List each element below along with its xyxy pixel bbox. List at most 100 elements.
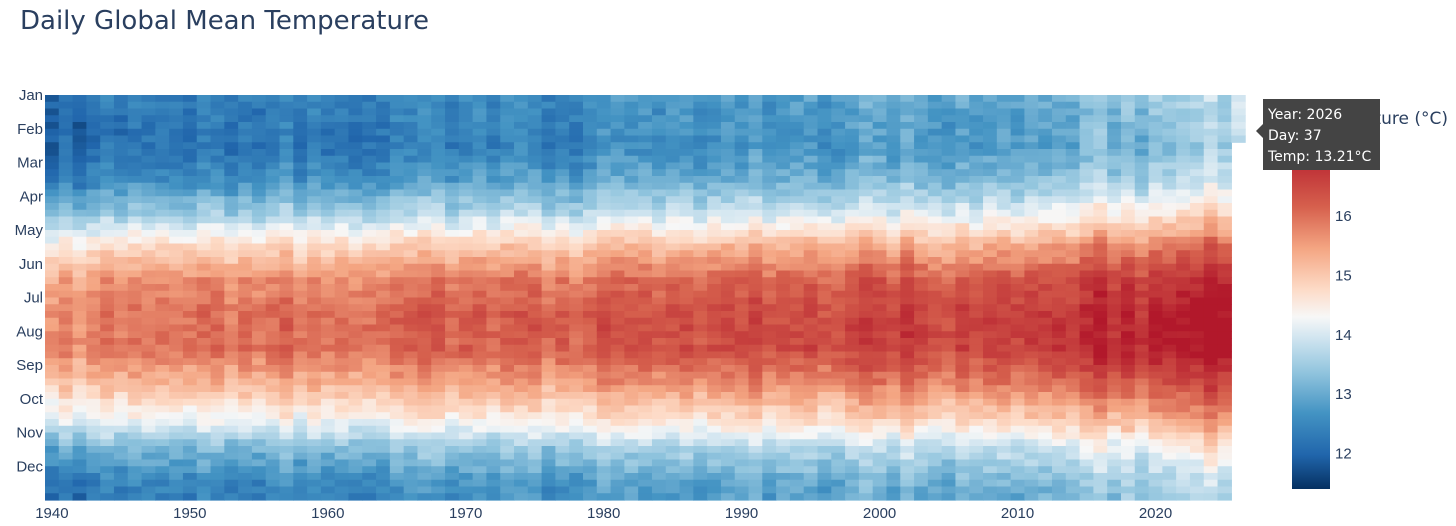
heatmap-cell[interactable] — [872, 230, 888, 238]
heatmap-cell[interactable] — [707, 425, 722, 434]
heatmap-cell[interactable] — [45, 398, 60, 407]
heatmap-cell[interactable] — [113, 338, 129, 346]
heatmap-cell[interactable] — [1148, 371, 1163, 380]
heatmap-cell[interactable] — [1134, 311, 1150, 319]
heatmap-cell[interactable] — [789, 128, 805, 137]
heatmap-cell[interactable] — [1120, 176, 1136, 184]
heatmap-cell[interactable] — [1176, 101, 1191, 110]
heatmap-cell[interactable] — [762, 479, 777, 488]
heatmap-cell[interactable] — [803, 101, 819, 110]
heatmap-cell[interactable] — [251, 439, 267, 447]
heatmap-cell[interactable] — [238, 324, 253, 332]
heatmap-cell[interactable] — [1162, 493, 1177, 501]
heatmap-cell[interactable] — [182, 446, 198, 454]
heatmap-cell[interactable] — [486, 432, 501, 440]
heatmap-cell[interactable] — [707, 466, 722, 474]
heatmap-cell[interactable] — [458, 243, 474, 251]
heatmap-cell[interactable] — [803, 270, 819, 278]
heatmap-cell[interactable] — [486, 324, 501, 332]
heatmap-cell[interactable] — [72, 459, 87, 467]
heatmap-cell[interactable] — [1120, 486, 1136, 494]
heatmap-cell[interactable] — [210, 155, 225, 164]
heatmap-cell[interactable] — [900, 142, 915, 150]
heatmap-cell[interactable] — [431, 331, 446, 339]
heatmap-cell[interactable] — [996, 223, 1012, 231]
heatmap-cell[interactable] — [900, 398, 915, 407]
heatmap-cell[interactable] — [831, 135, 846, 143]
heatmap-cell[interactable] — [679, 169, 694, 177]
heatmap-cell[interactable] — [1120, 189, 1136, 197]
heatmap-cell[interactable] — [431, 405, 446, 413]
heatmap-cell[interactable] — [127, 446, 143, 454]
heatmap-cell[interactable] — [376, 412, 391, 420]
heatmap-cell[interactable] — [1024, 270, 1039, 278]
heatmap-cell[interactable] — [445, 425, 460, 434]
heatmap-cell[interactable] — [514, 263, 529, 272]
heatmap-cell[interactable] — [1120, 371, 1136, 380]
heatmap-cell[interactable] — [514, 378, 529, 386]
heatmap-cell[interactable] — [789, 466, 805, 474]
heatmap-cell[interactable] — [1024, 189, 1039, 197]
heatmap-cell[interactable] — [1162, 486, 1177, 494]
heatmap-cell[interactable] — [486, 317, 501, 326]
heatmap-cell[interactable] — [431, 216, 446, 224]
heatmap-cell[interactable] — [265, 162, 281, 170]
heatmap-cell[interactable] — [486, 344, 501, 353]
heatmap-cell[interactable] — [651, 284, 667, 292]
heatmap-cell[interactable] — [1148, 378, 1163, 386]
heatmap-cell[interactable] — [886, 493, 901, 501]
heatmap-cell[interactable] — [955, 452, 970, 461]
heatmap-cell[interactable] — [1134, 324, 1150, 332]
heatmap-cell[interactable] — [693, 122, 708, 130]
heatmap-cell[interactable] — [872, 358, 888, 366]
heatmap-cell[interactable] — [403, 277, 419, 285]
heatmap-cell[interactable] — [1038, 324, 1053, 332]
heatmap-cell[interactable] — [886, 230, 901, 238]
heatmap-cell[interactable] — [1079, 115, 1094, 123]
heatmap-cell[interactable] — [86, 122, 101, 130]
heatmap-cell[interactable] — [527, 331, 543, 339]
heatmap-cell[interactable] — [376, 405, 391, 413]
heatmap-cell[interactable] — [569, 317, 584, 326]
heatmap-cell[interactable] — [762, 230, 777, 238]
heatmap-cell[interactable] — [596, 196, 612, 204]
heatmap-cell[interactable] — [845, 162, 860, 170]
heatmap-cell[interactable] — [403, 446, 419, 454]
heatmap-cell[interactable] — [541, 412, 556, 420]
heatmap-cell[interactable] — [182, 412, 198, 420]
heatmap-cell[interactable] — [362, 203, 377, 211]
heatmap-cell[interactable] — [969, 385, 984, 393]
heatmap-cell[interactable] — [582, 169, 598, 177]
heatmap-cell[interactable] — [196, 169, 212, 177]
heatmap-cell[interactable] — [362, 95, 377, 103]
heatmap-cell[interactable] — [1176, 392, 1191, 400]
heatmap-cell[interactable] — [789, 243, 805, 251]
heatmap-cell[interactable] — [362, 452, 377, 461]
heatmap-cell[interactable] — [472, 344, 488, 353]
heatmap-cell[interactable] — [762, 385, 777, 393]
heatmap-cell[interactable] — [113, 432, 129, 440]
heatmap-cell[interactable] — [1120, 250, 1136, 258]
heatmap-cell[interactable] — [969, 236, 984, 245]
heatmap-cell[interactable] — [141, 95, 156, 103]
heatmap-cell[interactable] — [789, 351, 805, 359]
heatmap-cell[interactable] — [348, 209, 363, 218]
heatmap-cell[interactable] — [651, 128, 667, 137]
heatmap-cell[interactable] — [472, 108, 488, 116]
heatmap-cell[interactable] — [789, 304, 805, 312]
heatmap-cell[interactable] — [845, 459, 860, 467]
heatmap-cell[interactable] — [983, 216, 998, 224]
heatmap-cell[interactable] — [541, 459, 556, 467]
heatmap-cell[interactable] — [279, 405, 294, 413]
heatmap-cell[interactable] — [1134, 331, 1150, 339]
heatmap-cell[interactable] — [1148, 344, 1163, 353]
heatmap-cell[interactable] — [638, 250, 653, 258]
heatmap-cell[interactable] — [803, 277, 819, 285]
heatmap-cell[interactable] — [776, 425, 791, 434]
heatmap-cell[interactable] — [555, 297, 570, 305]
heatmap-cell[interactable] — [279, 128, 294, 137]
heatmap-cell[interactable] — [569, 459, 584, 467]
heatmap-cell[interactable] — [486, 216, 501, 224]
heatmap-cell[interactable] — [1176, 365, 1191, 373]
heatmap-cell[interactable] — [707, 452, 722, 461]
